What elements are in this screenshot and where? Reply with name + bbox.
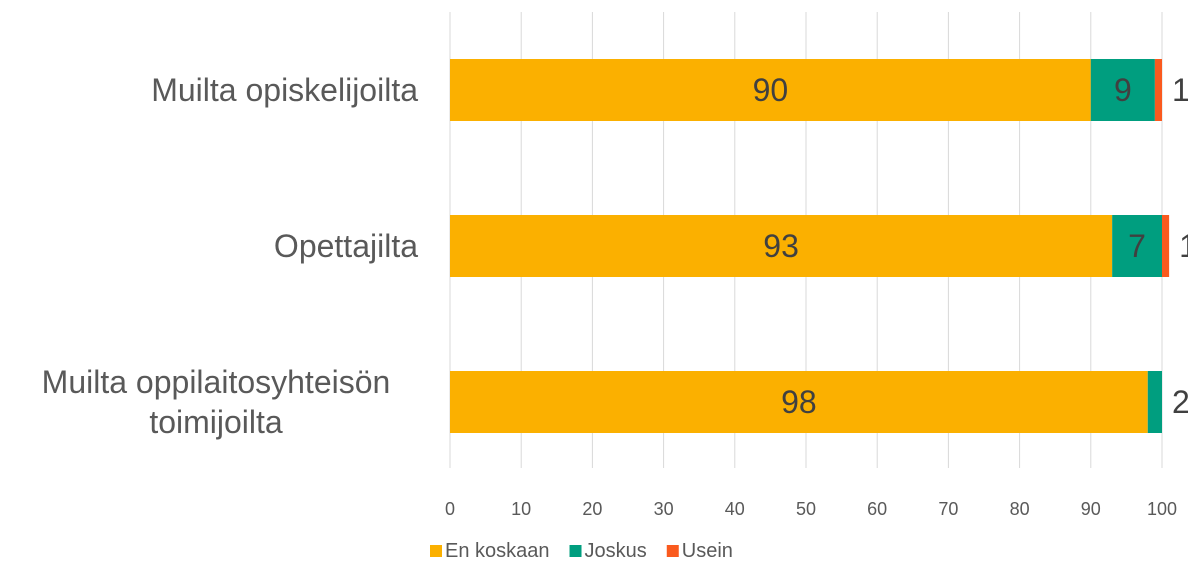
- category-label: Muilta oppilaitosyhteisön: [42, 364, 391, 400]
- category-label: Muilta opiskelijoilta: [151, 72, 418, 108]
- x-tick-label: 20: [582, 499, 602, 519]
- legend-label: Usein: [682, 540, 733, 562]
- data-label: 2: [1172, 384, 1188, 420]
- legend-label: Joskus: [585, 540, 647, 562]
- bar-segment: [450, 371, 1148, 433]
- x-tick-label: 40: [725, 499, 745, 519]
- x-tick-label: 50: [796, 499, 816, 519]
- x-tick-label: 70: [938, 499, 958, 519]
- legend: En koskaan Joskus Usein: [430, 540, 733, 562]
- data-labels: 90919371982: [753, 72, 1188, 420]
- category-label: toimijoilta: [149, 404, 283, 440]
- x-tick-label: 10: [511, 499, 531, 519]
- x-tick-label: 90: [1081, 499, 1101, 519]
- x-tick-label: 60: [867, 499, 887, 519]
- x-tick-label: 80: [1010, 499, 1030, 519]
- bar-segment: [1090, 59, 1155, 121]
- x-axis-tick-labels: 0 10 20 30 40 50 60 70 80 90 100: [445, 499, 1177, 519]
- data-label: 98: [781, 384, 817, 420]
- data-label: 7: [1128, 228, 1146, 264]
- data-label: 90: [753, 72, 789, 108]
- bar-segment: [1162, 215, 1170, 277]
- data-label: 1: [1172, 72, 1188, 108]
- x-tick-label: 30: [654, 499, 674, 519]
- category-labels: Muilta opiskelijoilta Opettajilta Muilta o…: [42, 72, 419, 440]
- data-label: 9: [1114, 72, 1132, 108]
- bar-segment: [450, 59, 1091, 121]
- x-tick-label: 0: [445, 499, 455, 519]
- legend-swatch: [666, 545, 679, 557]
- legend-swatch: [430, 545, 442, 557]
- data-label: 1: [1179, 228, 1188, 264]
- bar-segment: [1112, 215, 1162, 277]
- bars: [450, 59, 1170, 433]
- data-label: 93: [763, 228, 799, 264]
- category-label: Opettajilta: [274, 228, 418, 264]
- bar-segment: [450, 215, 1113, 277]
- bar-segment: [1147, 371, 1162, 433]
- bar-segment: [1154, 59, 1162, 121]
- x-tick-label: 100: [1147, 499, 1177, 519]
- legend-label: En koskaan: [445, 540, 550, 562]
- legend-swatch: [569, 545, 582, 557]
